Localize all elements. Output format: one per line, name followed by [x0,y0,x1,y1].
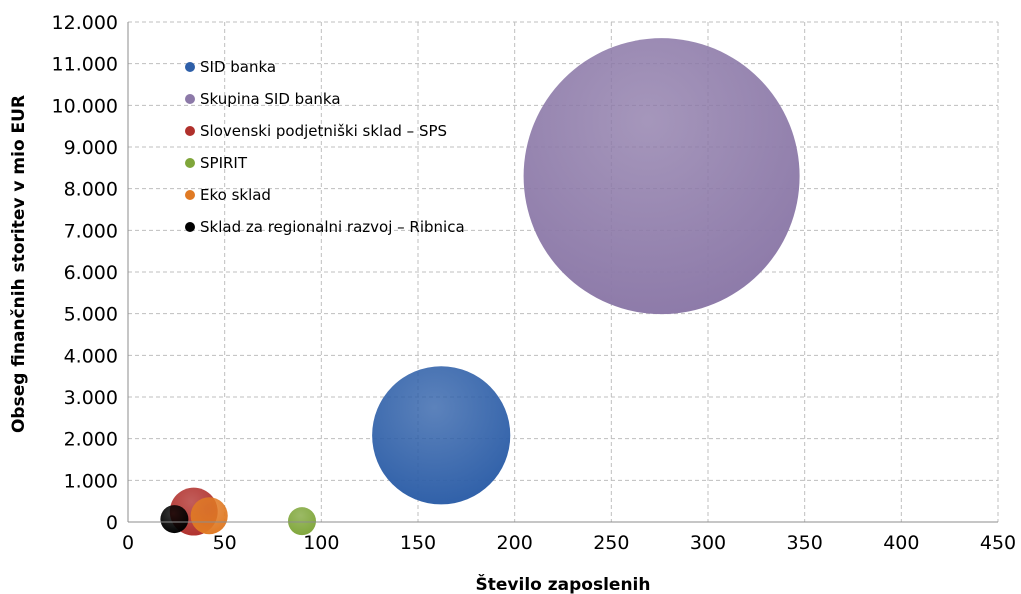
y-tick-label: 6.000 [64,262,118,284]
legend-marker-1 [185,94,195,104]
legend-marker-2 [185,126,195,136]
x-axis-title: Število zaposlenih [476,573,651,594]
axes: 0 50 100 150 200 250 300 350 400 450 0 1.000 2.000 3.… [52,12,1017,554]
y-tick-label: 8.000 [64,179,118,201]
y-tick-label: 7.000 [64,220,118,242]
bubble-1 [523,38,800,315]
legend-marker-5 [185,222,195,232]
y-tick-label: 11.000 [52,54,118,76]
bubble-4 [190,497,228,535]
legend-marker-0 [185,62,195,72]
x-tick-label: 100 [303,532,339,554]
x-tick-label: 350 [787,532,823,554]
y-tick-label: 2.000 [64,429,118,451]
x-tick-label: 300 [690,532,726,554]
legend: SID banka Skupina SID banka Slovenski podj… [185,58,465,236]
legend-label-0: SID banka [200,58,276,76]
bubble-0 [372,366,511,505]
x-tick-label: 450 [980,532,1016,554]
legend-label-2: Slovenski podjetniški sklad – SPS [200,122,447,140]
x-tick-label: 150 [400,532,436,554]
legend-marker-4 [185,190,195,200]
bubble-3 [288,507,316,536]
legend-label-5: Sklad za regionalni razvoj – Ribnica [200,218,465,236]
y-tick-label: 5.000 [64,304,118,326]
y-tick-label: 10.000 [52,95,118,117]
y-tick-label: 3.000 [64,387,118,409]
y-tick-label: 12.000 [52,12,118,34]
legend-label-3: SPIRIT [200,154,248,172]
x-tick-label: 200 [497,532,533,554]
x-tick-label: 400 [883,532,919,554]
y-tick-label: 1.000 [64,470,118,492]
y-tick-label: 0 [106,512,118,534]
bubbles [160,38,800,536]
legend-marker-3 [185,158,195,168]
legend-label-1: Skupina SID banka [200,90,341,108]
y-tick-label: 9.000 [64,137,118,159]
x-tick-label: 50 [213,532,237,554]
x-tick-label: 250 [593,532,629,554]
y-tick-label: 4.000 [64,345,118,367]
bubble-5 [160,505,189,534]
x-tick-label: 0 [122,532,134,554]
y-axis-title: Obseg finančnih storitev v mio EUR [9,95,29,433]
legend-label-4: Eko sklad [200,186,271,204]
